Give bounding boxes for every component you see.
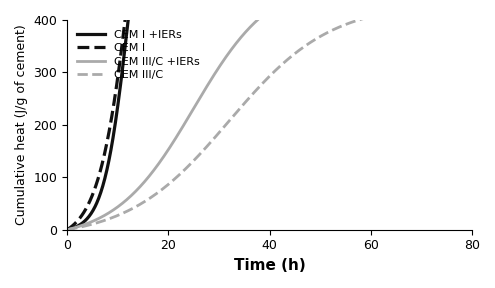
Line: CEM III/C: CEM III/C [67,5,472,230]
Legend: CEM I +IERs, CEM I, CEM III/C +IERs, CEM III/C: CEM I +IERs, CEM I, CEM III/C +IERs, CEM… [73,26,204,84]
CEM III/C [64,228,70,232]
CEM III/C [105,217,111,221]
CEM III/C [387,11,393,14]
CEM III/C [380,12,386,16]
Line: CEM I +IERs: CEM I +IERs [67,0,472,230]
CEM III/C +IERs [243,31,248,34]
CEM I +IERs [105,161,111,164]
CEM III/C [228,117,234,121]
CEM III/C +IERs [64,228,70,232]
CEM I [105,133,111,137]
CEM I [64,228,70,232]
CEM III/C [469,3,475,7]
Line: CEM I: CEM I [67,0,472,230]
CEM III/C [342,23,348,26]
CEM III/C [243,100,248,104]
Line: CEM III/C +IERs: CEM III/C +IERs [67,0,472,230]
X-axis label: Time (h): Time (h) [234,258,305,273]
CEM III/C +IERs [105,211,111,215]
CEM I +IERs [64,228,70,232]
CEM III/C +IERs [228,48,234,52]
Y-axis label: Cumulative heat (J/g of cement): Cumulative heat (J/g of cement) [15,24,28,225]
